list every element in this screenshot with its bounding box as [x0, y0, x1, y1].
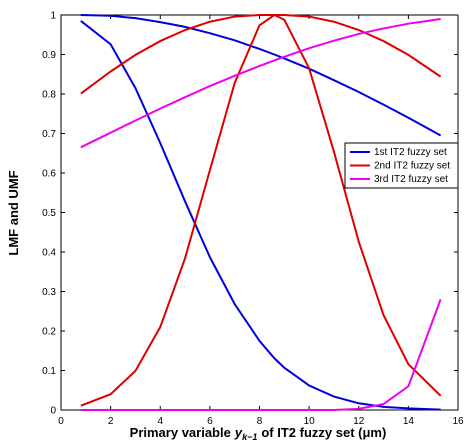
- y-tick-label: 0.2: [42, 327, 56, 338]
- x-label-sub: k−1: [242, 432, 257, 442]
- x-tick-label: 12: [353, 416, 365, 427]
- x-tick-label: 14: [403, 416, 415, 427]
- membership-curve: [80, 20, 441, 411]
- x-tick-label: 4: [157, 416, 163, 427]
- membership-curve: [80, 299, 442, 411]
- y-tick-label: 0.6: [42, 169, 56, 180]
- x-tick-label: 10: [304, 416, 316, 427]
- membership-curve: [80, 13, 442, 407]
- x-tick-label: 6: [207, 416, 213, 427]
- x-label-var: y: [234, 425, 243, 440]
- y-tick-label: 0.9: [42, 50, 56, 61]
- y-tick-label: 0.3: [42, 287, 56, 298]
- y-tick-label: 0: [50, 406, 56, 417]
- x-tick-label: 2: [108, 416, 114, 427]
- x-label-text: of IT2 fuzzy set (μm): [261, 425, 386, 440]
- x-tick-label: 16: [452, 416, 464, 427]
- y-tick-label: 0.4: [42, 248, 56, 259]
- legend-label: 1st IT2 fuzzy set: [374, 147, 447, 158]
- y-tick-label: 0.1: [42, 366, 56, 377]
- legend-label: 2nd IT2 fuzzy set: [374, 161, 450, 172]
- y-tick-label: 0.8: [42, 90, 56, 101]
- y-tick-label: 0.5: [42, 208, 56, 219]
- y-axis-label: LMF and UMF: [6, 170, 21, 255]
- y-tick-label: 1: [50, 11, 56, 22]
- membership-curve: [80, 17, 441, 149]
- x-tick-label: 8: [257, 416, 263, 427]
- plot-frame: [60, 14, 459, 411]
- x-tick-label: 0: [58, 416, 64, 427]
- membership-curve: [80, 14, 442, 95]
- x-label-text: Primary variable: [130, 425, 231, 440]
- x-axis-label: Primary variable yk−1 of IT2 fuzzy set (μm…: [130, 425, 387, 442]
- y-tick-label: 0.7: [42, 129, 56, 140]
- legend-label: 3rd IT2 fuzzy set: [374, 174, 448, 185]
- membership-curve: [80, 14, 442, 137]
